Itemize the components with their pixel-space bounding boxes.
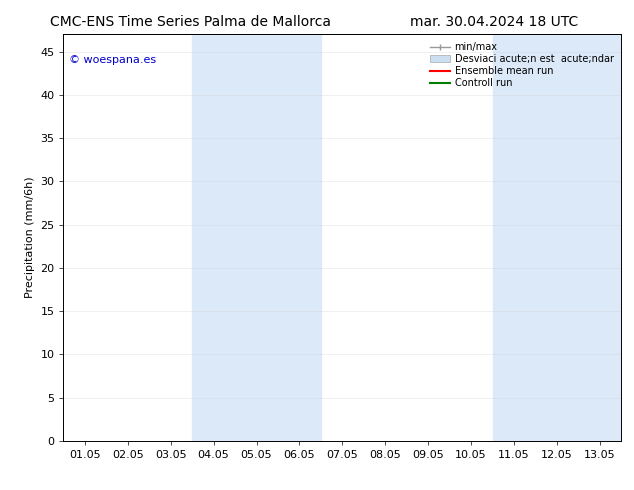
Text: mar. 30.04.2024 18 UTC: mar. 30.04.2024 18 UTC <box>410 15 579 29</box>
Bar <box>493 34 621 441</box>
Y-axis label: Precipitation (mm/6h): Precipitation (mm/6h) <box>25 177 35 298</box>
Legend: min/max, Desviaci acute;n est  acute;ndar, Ensemble mean run, Controll run: min/max, Desviaci acute;n est acute;ndar… <box>427 39 616 91</box>
Text: © woespana.es: © woespana.es <box>69 54 156 65</box>
Text: CMC-ENS Time Series Palma de Mallorca: CMC-ENS Time Series Palma de Mallorca <box>49 15 331 29</box>
Bar <box>192 34 321 441</box>
